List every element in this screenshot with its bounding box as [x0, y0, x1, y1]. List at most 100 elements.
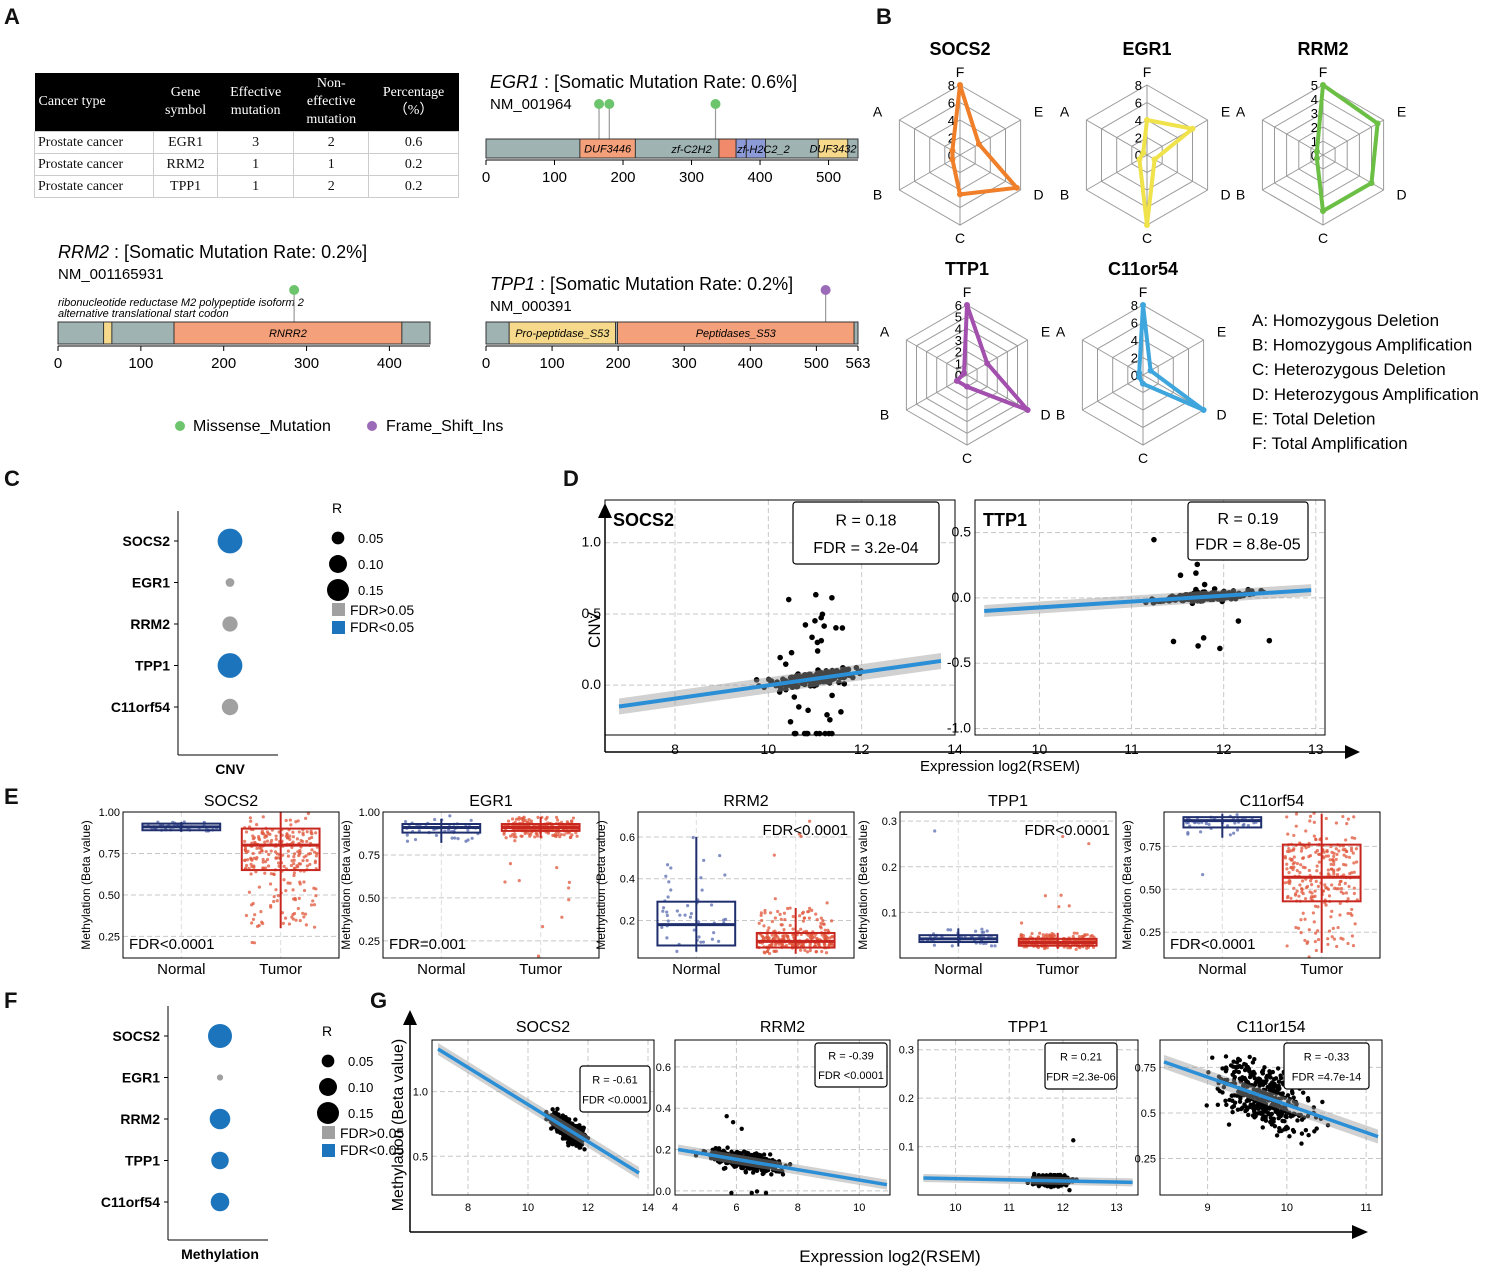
jitter-point	[1332, 851, 1336, 855]
jitter-point	[556, 818, 560, 822]
x-tick-label: 0	[482, 355, 490, 372]
transcript-id: NM_001165931	[58, 266, 164, 283]
jitter-point	[1059, 893, 1063, 897]
jitter-point	[269, 872, 273, 876]
plot-frame	[431, 1039, 655, 1196]
stats-r: R = 0.21	[1060, 1051, 1102, 1063]
jitter-point	[665, 863, 670, 867]
radar-tick-label: 0	[955, 368, 962, 383]
arrow-head	[1352, 1225, 1368, 1239]
data-point	[839, 625, 846, 631]
jitter-point	[1285, 815, 1289, 819]
jitter-point	[762, 950, 766, 954]
jitter-point	[801, 910, 806, 914]
jitter-point	[314, 854, 318, 858]
gene-name: RRM2	[58, 242, 109, 262]
jitter-point	[1199, 830, 1203, 834]
data-point	[549, 1112, 554, 1118]
jitter-point	[1329, 915, 1333, 919]
radar-axis-letter: C	[1318, 230, 1328, 246]
jitter-point	[513, 839, 517, 843]
data-point	[732, 1164, 737, 1169]
jitter-point	[974, 929, 978, 933]
data-point	[1320, 1099, 1325, 1105]
jitter-point	[1316, 884, 1320, 888]
dot-point	[211, 1151, 229, 1170]
jitter-point	[529, 819, 533, 823]
jitter-point	[260, 920, 264, 924]
jitter-point	[1344, 855, 1348, 859]
jitter-point	[697, 920, 701, 924]
jitter-point	[281, 921, 285, 925]
gene-name: EGR1	[490, 72, 539, 92]
jitter-point	[311, 899, 315, 903]
regression-line	[984, 588, 1312, 613]
domain-label: Peptidases_S53	[696, 328, 777, 340]
x-tick-label: 0	[482, 169, 490, 186]
radar-axis-letter: F	[1143, 64, 1152, 80]
domain-label: DUF3432	[809, 144, 856, 156]
domain-label: RNRR2	[269, 328, 307, 340]
data-point	[1194, 561, 1201, 568]
legend-size-label: 0.15	[358, 583, 383, 598]
jitter-point	[1345, 849, 1349, 854]
jitter-point	[1313, 894, 1317, 898]
jitter-point	[1029, 935, 1033, 939]
legend-size-label: 0.05	[348, 1054, 373, 1069]
jitter-point	[1342, 853, 1346, 857]
jitter-point	[309, 829, 313, 833]
jitter-point	[244, 913, 249, 918]
data-point	[1215, 1102, 1221, 1108]
jitter-point	[665, 936, 669, 940]
x-tick-label: Tumor	[519, 961, 562, 978]
data-point	[1237, 1099, 1243, 1104]
radar-series	[954, 303, 1030, 412]
jitter-point	[469, 818, 473, 823]
jitter-point	[310, 848, 314, 852]
data-point	[760, 1165, 765, 1171]
jitter-point	[717, 939, 721, 943]
data-point	[1236, 1056, 1241, 1062]
stats-box	[792, 501, 940, 565]
legend-fdr-swatch	[332, 621, 345, 634]
data-point	[1235, 618, 1242, 624]
jitter-point	[817, 943, 821, 947]
y-axis-title: Methylation (Beta value)	[594, 820, 608, 949]
x-tick-label: 12	[854, 741, 870, 757]
data-point	[769, 1172, 774, 1177]
jitter-point	[555, 866, 559, 870]
jitter-point	[827, 943, 831, 947]
x-tick-label: 500	[804, 355, 829, 372]
data-point	[787, 1162, 793, 1167]
radar-title: TTP1	[945, 259, 989, 279]
arrow-head	[403, 1010, 417, 1025]
data-point	[838, 709, 844, 715]
jitter-point	[786, 906, 790, 911]
data-point	[754, 1153, 759, 1159]
jitter-point	[1313, 889, 1317, 893]
jitter-point	[808, 819, 812, 823]
jitter-point	[1235, 813, 1239, 817]
x-tick-label: 400	[748, 169, 773, 186]
radar-tick-label: 8	[1131, 298, 1138, 313]
legend-fdr-swatch	[322, 1144, 335, 1157]
jitter-point	[433, 817, 437, 822]
fdr-label: FDR<0.0001	[1170, 936, 1255, 953]
jitter-point	[1333, 886, 1337, 890]
jitter-point	[1307, 928, 1311, 932]
jitter-point	[502, 832, 506, 836]
jitter-point	[536, 954, 541, 958]
jitter-point	[308, 862, 312, 867]
jitter-point	[1346, 817, 1350, 821]
data-point	[743, 1154, 748, 1159]
jitter-point	[823, 928, 827, 932]
radar-point	[1374, 120, 1381, 127]
radar-point	[1200, 407, 1207, 413]
y-axis-title: Methylation (Beta value)	[856, 820, 870, 949]
jitter-point	[985, 929, 989, 933]
jitter-point	[1326, 854, 1331, 858]
data-point	[1299, 1141, 1304, 1146]
jitter-point	[251, 917, 256, 921]
jitter-point	[251, 851, 255, 856]
